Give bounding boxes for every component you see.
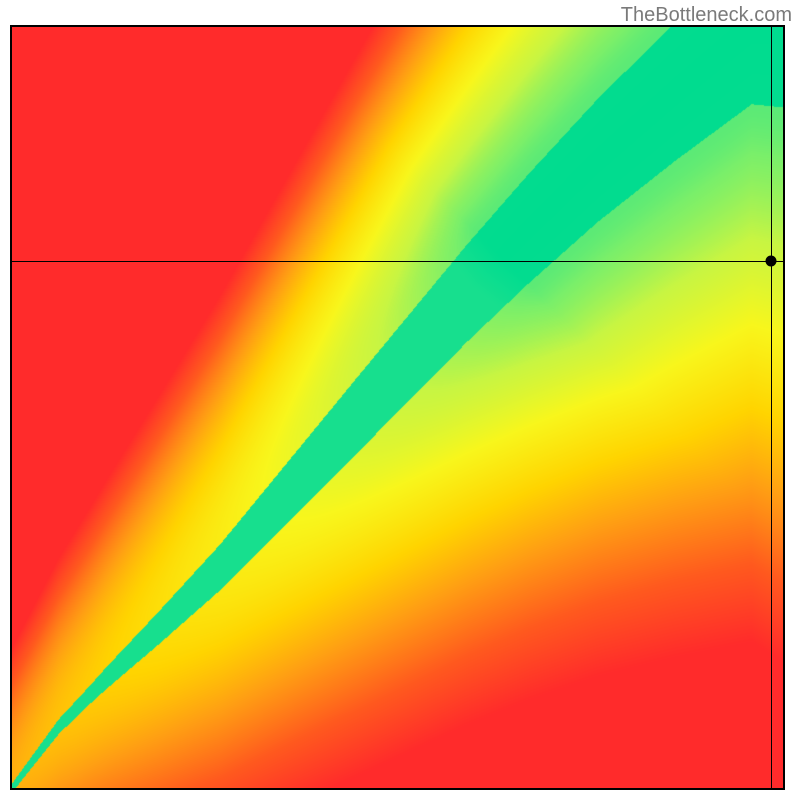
heatmap-canvas	[12, 27, 783, 788]
heatmap-plot	[10, 25, 785, 790]
crosshair-marker	[765, 256, 776, 267]
watermark-text: TheBottleneck.com	[621, 4, 792, 27]
crosshair-horizontal	[12, 261, 783, 262]
chart-container: TheBottleneck.com	[0, 0, 800, 800]
crosshair-vertical	[771, 27, 772, 788]
